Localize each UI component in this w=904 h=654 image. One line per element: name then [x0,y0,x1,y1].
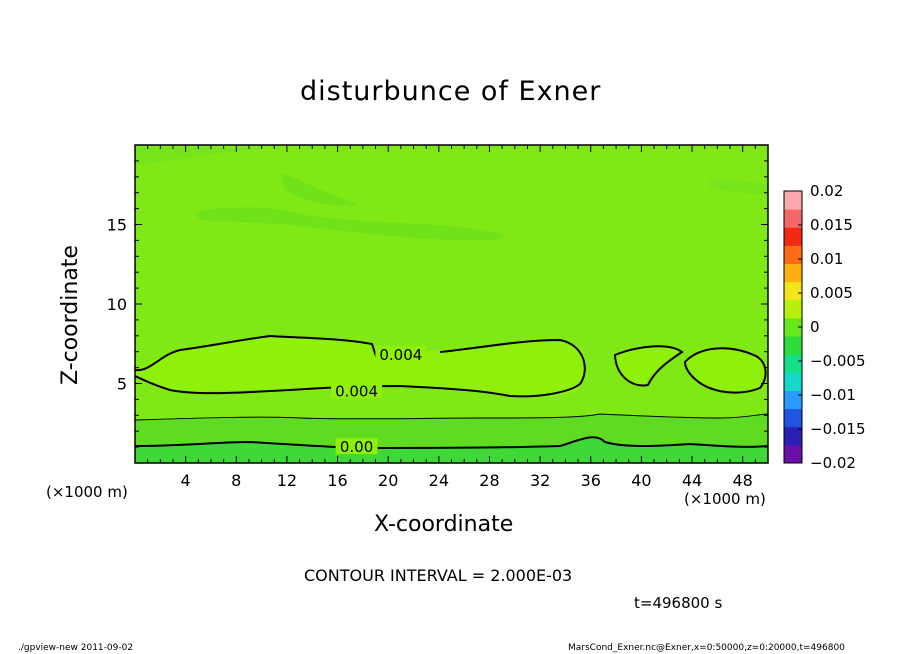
footer-left-text: ./gpview-new 2011-09-02 [18,643,134,653]
colorbar-swatch [784,245,802,265]
y-axis-ticks: 5 10 15 [107,160,768,448]
x-tick-label: 8 [231,471,241,490]
field-streak-mid [280,172,360,206]
field-blob-right1 [615,346,680,386]
contour-line-0.000 [135,436,768,450]
field-streak-top [135,148,270,165]
x-unit-label-left: (×1000 m) [46,483,128,501]
time-stamp: t=496800 s [634,594,723,612]
y-tick-label: 10 [107,295,127,314]
field-background [135,145,768,463]
x-tick-label: 12 [277,471,297,490]
colorbar-tick-label: 0.015 [810,216,853,234]
field-blob-main [135,337,586,398]
x-tick-label: 48 [733,471,753,490]
footer-right-text: MarsCond_Exner.nc@Exner,x=0:50000,z=0:20… [568,643,845,653]
colorbar-swatch [784,281,802,301]
colorbar-tick-label: 0.005 [810,284,853,302]
contour-line-0.002 [135,413,768,421]
x-unit-label-right: (×1000 m) [684,490,766,508]
colorbar-swatch [784,408,802,428]
colorbar-swatch [784,191,802,210]
contour-field [135,145,768,463]
colorbar-tick-label: 0.01 [810,250,843,268]
colorbar-swatch [784,227,802,246]
colorbar-swatch [784,209,802,228]
colorbar-tick-label: −0.005 [810,352,866,370]
y-tick-label: 5 [117,375,127,394]
colorbar-swatch [784,336,802,355]
contour-lines [135,334,768,450]
colorbar-tick-label: −0.02 [810,454,856,472]
contour-interval-note: CONTOUR INTERVAL = 2.000E-03 [304,566,573,585]
colorbar-swatch [784,299,802,319]
colorbar-swatch [784,372,802,391]
x-tick-label: 36 [581,471,601,490]
colorbar-swatch [784,354,802,373]
contour-label: 0.004 [379,346,422,364]
contour-label-bg [335,438,378,455]
y-axis-label: Z-coordinate [58,245,83,385]
x-tick-label: 24 [429,471,449,490]
field-streak-upper [195,207,505,241]
x-tick-label: 20 [378,471,398,490]
colorbar-swatch [784,317,802,337]
colorbar-swatch [784,444,802,464]
x-tick-label: 16 [327,471,347,490]
x-axis-label: X-coordinate [374,512,514,537]
contour-line-0.004-main [135,334,586,398]
field-streak-right [710,179,768,195]
colorbar-swatch [784,263,802,283]
field-blob-right2 [685,348,766,392]
colorbar: 0.02 0.015 0.01 0.005 0 −0.005 −0.01 −0.015 −0.0… [783,182,866,472]
x-tick-label: 40 [631,471,651,490]
colorbar-tick-label: −0.015 [810,420,866,438]
colorbar-tick-label: 0.02 [810,182,843,200]
colorbar-swatch [784,426,802,446]
colorbar-swatch [784,390,802,410]
contour-label: 0.00 [340,438,373,456]
contour-line-0.004-right2 [683,347,767,394]
contour-line-0.004-right1 [613,345,684,387]
contour-label: 0.004 [335,382,378,400]
contour-label-bg [331,382,383,399]
x-tick-label: 44 [682,471,702,490]
x-tick-label: 4 [181,471,191,490]
x-tick-label: 28 [479,471,499,490]
y-tick-label: 15 [107,216,127,235]
colorbar-tick-label: 0 [810,318,820,336]
colorbar-tick-label: −0.01 [810,386,856,404]
contour-label-bg [375,345,427,362]
x-tick-label: 32 [530,471,550,490]
chart-title: disturbunce of Exner [300,76,602,107]
x-axis-ticks: 4 8 12 16 20 24 28 32 36 40 44 48 [147,145,756,490]
